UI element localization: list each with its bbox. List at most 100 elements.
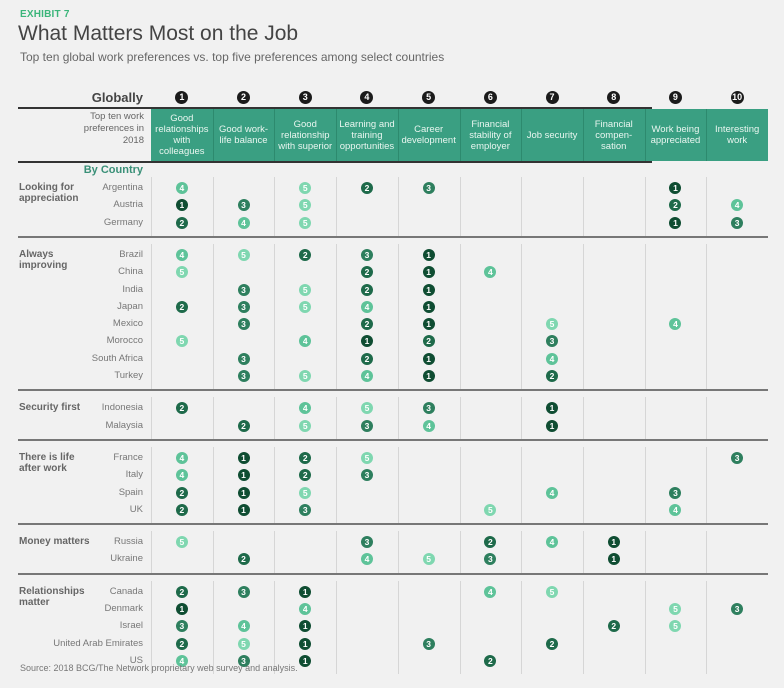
source-note: Source: 2018 BCG/The Network proprietary… [20, 663, 298, 673]
column-header: Learning and training opportunities [339, 118, 395, 152]
column-gridline [459, 243, 461, 390]
rank-badge: 1 [422, 300, 435, 313]
column-gridline [336, 531, 338, 573]
chart-subtitle: Top ten global work preferences vs. top … [20, 50, 445, 64]
rank-badge: 2 [175, 486, 188, 499]
rank-badge: 5 [299, 419, 312, 432]
column-gridline [212, 397, 214, 439]
rank-badge: 1 [422, 318, 435, 331]
column-gridline [151, 177, 152, 236]
rank-badge: 3 [299, 503, 312, 516]
column-gridline [336, 446, 338, 524]
column-gridline [521, 446, 523, 524]
rank-badge: 4 [360, 553, 373, 566]
global-rank-badge: 6 [483, 91, 497, 104]
rank-badge: 2 [360, 283, 373, 296]
country-label: Indonesia [101, 402, 143, 414]
country-label: Morocco [106, 335, 143, 347]
column-gridline [274, 397, 276, 439]
rank-badge: 2 [175, 585, 188, 598]
rank-badge: 1 [299, 585, 312, 598]
rank-badge: 3 [546, 335, 559, 348]
column-header: Financial stability of employer [469, 118, 512, 152]
chart-title: What Matters Most on the Job [18, 22, 299, 45]
column-gridline [274, 177, 276, 236]
column-gridline [151, 243, 152, 390]
country-label: India [122, 283, 143, 295]
rank-badge: 1 [422, 248, 435, 261]
rank-badge: 4 [175, 248, 188, 261]
rank-badge: 2 [422, 335, 435, 348]
exhibit-label: EXHIBIT 7 [20, 9, 70, 20]
rank-badge: 3 [422, 637, 435, 650]
column-gridline [582, 446, 584, 524]
column-gridline [521, 243, 523, 390]
rank-badge: 1 [237, 451, 250, 464]
rank-badge: 3 [731, 603, 744, 615]
rank-badge: 3 [731, 216, 744, 229]
rank-badge: 3 [175, 620, 188, 633]
column-gridline [644, 531, 646, 573]
rank-badge: 3 [237, 199, 250, 212]
rank-badge: 3 [669, 486, 682, 499]
rank-badge: 1 [669, 216, 682, 229]
rank-badge: 2 [546, 637, 559, 650]
rank-badge: 3 [360, 248, 373, 261]
column-gridline [212, 446, 214, 524]
country-label: UK [129, 503, 143, 515]
rank-badge: 5 [237, 637, 250, 650]
column-header: Good relationship with superior [278, 118, 333, 152]
rank-badge: 1 [422, 352, 435, 365]
column-separator [644, 109, 646, 161]
rank-badge: 1 [360, 335, 373, 348]
column-separator [459, 109, 461, 161]
group-label: Always improving [19, 248, 68, 271]
column-header: Interesting work [714, 124, 760, 146]
rank-badge: 5 [360, 451, 373, 464]
rank-badge: 5 [299, 486, 312, 499]
column-header: Financial compen-sation [594, 118, 633, 152]
rank-badge: 2 [360, 318, 373, 331]
country-label: Mexico [112, 318, 143, 330]
rank-badge: 2 [237, 419, 250, 432]
rank-badge: 1 [175, 603, 188, 615]
country-label: Malaysia [105, 419, 144, 431]
rank-badge: 5 [299, 300, 312, 313]
global-rank-badge: 9 [668, 91, 682, 104]
rank-badge: 5 [299, 182, 312, 194]
column-gridline [212, 177, 214, 236]
column-separator [336, 109, 338, 161]
rank-badge: 2 [175, 216, 188, 229]
rank-badge: 4 [299, 402, 312, 415]
column-gridline [151, 397, 152, 439]
group-divider [18, 389, 768, 392]
rank-badge: 4 [175, 654, 188, 667]
group-label: Security first [19, 402, 81, 414]
rank-badge: 2 [546, 370, 559, 382]
column-gridline [582, 177, 584, 236]
rank-badge: 2 [360, 182, 373, 194]
column-gridline [397, 531, 399, 573]
country-label: Austria [113, 199, 143, 211]
rank-badge: 5 [175, 335, 188, 348]
rank-badge: 3 [360, 536, 373, 549]
column-gridline [336, 243, 338, 390]
global-rank-badge: 4 [360, 91, 374, 104]
rank-badge: 1 [422, 283, 435, 296]
global-rank-badge: 2 [237, 91, 251, 104]
column-gridline [336, 177, 338, 236]
column-gridline [274, 243, 276, 390]
rank-badge: 1 [546, 402, 559, 415]
column-gridline [212, 580, 214, 675]
group-divider [18, 523, 768, 526]
rank-badge: 4 [669, 318, 682, 331]
rank-badge: 1 [237, 503, 250, 516]
rank-badge: 1 [237, 486, 250, 499]
rank-badge: 2 [484, 536, 497, 549]
group-label: Looking for appreciation [19, 182, 79, 204]
country-label: United Arab Emirates [53, 637, 143, 649]
column-gridline [397, 580, 399, 675]
column-gridline [521, 177, 523, 236]
rank-badge: 5 [422, 553, 435, 566]
column-gridline [459, 580, 461, 675]
